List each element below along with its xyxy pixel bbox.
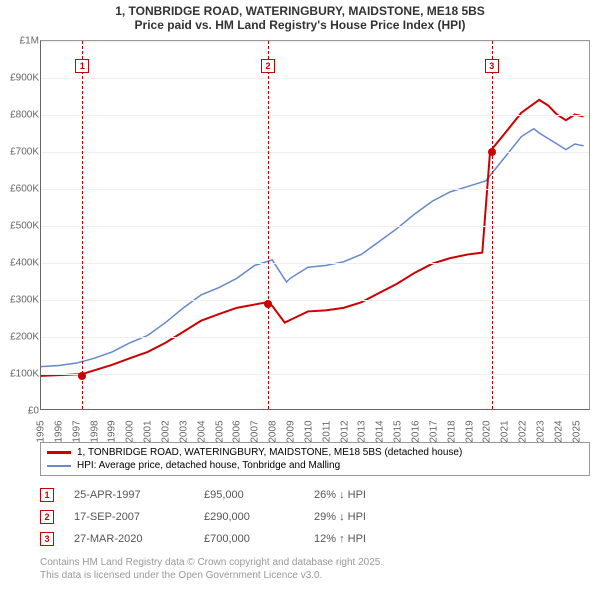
attribution: Contains HM Land Registry data © Crown c…	[40, 556, 383, 582]
sales-row-price: £290,000	[204, 511, 294, 523]
footer-line2: This data is licensed under the Open Gov…	[40, 569, 383, 582]
sale-marker-dot	[78, 372, 86, 380]
sales-row: 2 17-SEP-2007 £290,000 29% ↓ HPI	[40, 506, 590, 528]
title-line1: 1, TONBRIDGE ROAD, WATERINGBURY, MAIDSTO…	[0, 4, 600, 18]
sales-row-diff: 29% ↓ HPI	[314, 511, 424, 523]
y-axis-tick: £200K	[1, 332, 39, 343]
chart-legend: 1, TONBRIDGE ROAD, WATERINGBURY, MAIDSTO…	[40, 442, 590, 476]
sales-row: 1 25-APR-1997 £95,000 26% ↓ HPI	[40, 484, 590, 506]
y-axis-tick: £800K	[1, 110, 39, 121]
sale-marker-line	[492, 41, 493, 409]
y-axis-tick: £400K	[1, 258, 39, 269]
y-axis-tick: £900K	[1, 73, 39, 84]
sales-row-marker: 3	[40, 532, 54, 546]
y-axis-tick: £700K	[1, 147, 39, 158]
sales-row-date: 25-APR-1997	[74, 489, 184, 501]
sale-marker-line	[268, 41, 269, 409]
sales-row-marker: 2	[40, 510, 54, 524]
sale-marker-label: 2	[261, 59, 275, 73]
price-paid-line	[41, 100, 584, 376]
y-axis-tick: £600K	[1, 184, 39, 195]
sales-row-price: £700,000	[204, 533, 294, 545]
y-axis-tick: £300K	[1, 295, 39, 306]
legend-label-hpi: HPI: Average price, detached house, Tonb…	[77, 460, 340, 471]
sales-row-marker: 1	[40, 488, 54, 502]
sales-row: 3 27-MAR-2020 £700,000 12% ↑ HPI	[40, 528, 590, 550]
sales-row-date: 17-SEP-2007	[74, 511, 184, 523]
legend-item-price: 1, TONBRIDGE ROAD, WATERINGBURY, MAIDSTO…	[47, 446, 583, 459]
sales-row-price: £95,000	[204, 489, 294, 501]
chart-lines	[41, 41, 589, 409]
legend-label-price: 1, TONBRIDGE ROAD, WATERINGBURY, MAIDSTO…	[77, 447, 462, 458]
footer-line1: Contains HM Land Registry data © Crown c…	[40, 556, 383, 569]
sales-row-diff: 26% ↓ HPI	[314, 489, 424, 501]
legend-item-hpi: HPI: Average price, detached house, Tonb…	[47, 459, 583, 472]
sales-table: 1 25-APR-1997 £95,000 26% ↓ HPI 2 17-SEP-2007…	[40, 484, 590, 550]
chart-plot-area: £0£100K£200K£300K£400K£500K£600K£700K£80…	[40, 40, 590, 410]
chart-title: 1, TONBRIDGE ROAD, WATERINGBURY, MAIDSTO…	[0, 0, 600, 34]
title-line2: Price paid vs. HM Land Registry's House …	[0, 18, 600, 32]
legend-swatch-price	[47, 451, 71, 454]
sale-marker-label: 3	[485, 59, 499, 73]
sales-row-diff: 12% ↑ HPI	[314, 533, 424, 545]
hpi-line	[41, 129, 584, 367]
legend-swatch-hpi	[47, 465, 71, 467]
y-axis-tick: £1M	[1, 36, 39, 47]
y-axis-tick: £0	[1, 406, 39, 417]
sale-marker-dot	[488, 148, 496, 156]
sale-marker-dot	[264, 300, 272, 308]
sales-row-date: 27-MAR-2020	[74, 533, 184, 545]
y-axis-tick: £100K	[1, 369, 39, 380]
sale-marker-label: 1	[75, 59, 89, 73]
sale-marker-line	[82, 41, 83, 409]
y-axis-tick: £500K	[1, 221, 39, 232]
